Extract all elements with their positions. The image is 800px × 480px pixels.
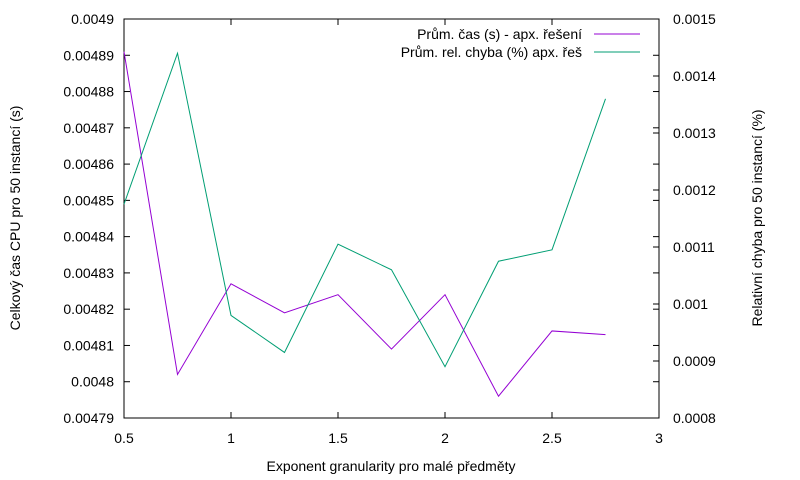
y2-axis-ticks: 0.0008 0.0009 0.001 0.0011 0.0012 0.0013 0.001… xyxy=(653,11,716,426)
y-tick-label: 0.00485 xyxy=(63,192,114,208)
y2-tick-label: 0.0015 xyxy=(673,11,716,27)
x-tick-label: 2.5 xyxy=(542,430,562,446)
x-tick-label: 1.5 xyxy=(328,430,348,446)
x-axis-label: Exponent granularity pro malé předměty xyxy=(266,458,515,474)
series-lines xyxy=(123,51,606,398)
series-line-2 xyxy=(123,51,606,368)
y2-tick-label: 0.0014 xyxy=(673,68,716,84)
y2-tick-label: 0.0009 xyxy=(673,353,716,369)
y-tick-label: 0.00486 xyxy=(63,156,114,172)
legend: Prům. čas (s) - apx. řešení Prům. rel. ch… xyxy=(401,26,640,60)
x-tick-label: 0.5 xyxy=(114,430,134,446)
x-tick-label: 1 xyxy=(227,430,235,446)
x-axis-ticks: 0.5 1 1.5 2 2.5 3 xyxy=(114,19,663,446)
y-tick-label: 0.00482 xyxy=(63,301,114,317)
plot-frame xyxy=(123,18,660,419)
legend-label: Prům. rel. chyba (%) apx. řeš xyxy=(401,44,582,60)
x-tick-label: 2 xyxy=(441,430,449,446)
y-tick-label: 0.00483 xyxy=(63,265,114,281)
series-line-1 xyxy=(123,51,606,398)
y-tick-label: 0.00479 xyxy=(63,410,114,426)
y2-tick-label: 0.0011 xyxy=(673,239,715,255)
y2-tick-label: 0.0012 xyxy=(673,182,716,198)
y2-tick-label: 0.0008 xyxy=(673,410,716,426)
y-tick-label: 0.00489 xyxy=(63,47,114,63)
legend-label: Prům. čas (s) - apx. řešení xyxy=(417,26,582,42)
y-axis-ticks: 0.00479 0.0048 0.00481 0.00482 0.00483 0.0048… xyxy=(63,11,659,426)
y-tick-label: 0.00487 xyxy=(63,120,114,136)
y-tick-label: 0.00484 xyxy=(63,229,114,245)
y-axis-label: Celkový čas CPU pro 50 instancí (s) xyxy=(7,106,23,331)
y-tick-label: 0.0049 xyxy=(71,11,114,27)
x-tick-label: 3 xyxy=(655,430,663,446)
y-tick-label: 0.00488 xyxy=(63,84,114,100)
y2-tick-label: 0.001 xyxy=(673,296,708,312)
y2-tick-label: 0.0013 xyxy=(673,125,716,141)
y2-axis-label: Relativní chyba pro 50 instancí (%) xyxy=(749,109,765,326)
y-tick-label: 0.0048 xyxy=(71,374,114,390)
y-tick-label: 0.00481 xyxy=(63,337,114,353)
